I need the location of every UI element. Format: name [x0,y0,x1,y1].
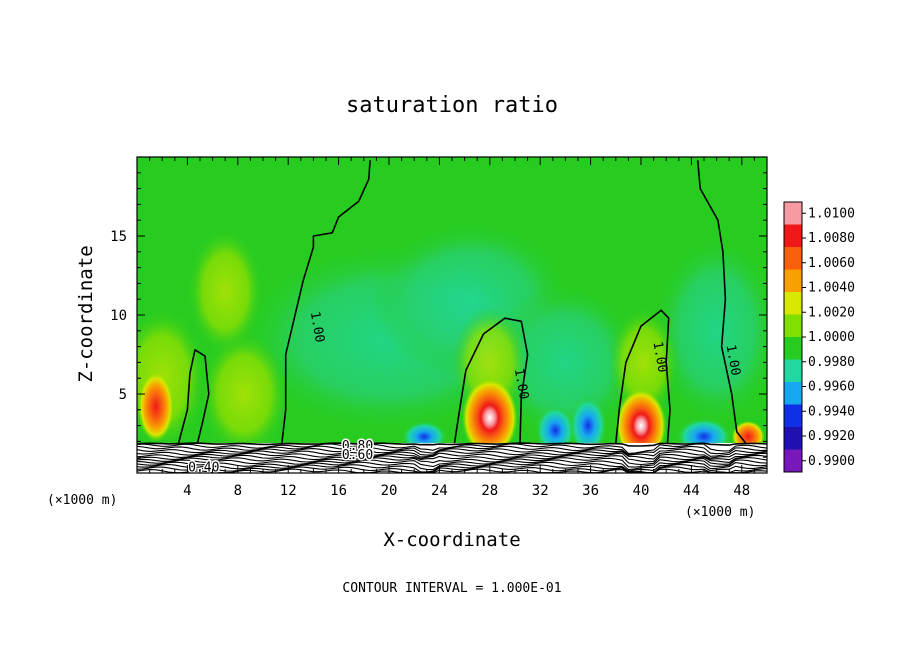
colorbar-level-label: 0.9960 [808,380,855,395]
colorbar-level-label: 1.0040 [808,281,855,296]
colorbar-level-label: 1.0080 [808,231,855,246]
x-tick-label: 20 [381,483,398,499]
colorbar-level-label: 1.0060 [808,256,855,271]
contour-label: 1.00 [511,367,531,400]
contour-label: 0.60 [342,448,373,463]
x-tick-label: 24 [431,483,448,499]
plot-area: 1.001.001.00 1.000.800.600.40 [137,157,767,473]
surface-contour-line [137,442,767,447]
surface-contour-line [137,445,767,456]
contour-label: 1.00 [723,343,743,376]
colorbar-swatch [784,224,802,247]
dry-cell [569,395,607,456]
contour-label: 1.00 [649,340,669,373]
x-unit-right: (×1000 m) [685,505,755,520]
x-tick-label: 8 [234,483,242,499]
x-unit-left: (×1000 m) [47,493,117,508]
contour-line-1-00 [281,160,371,444]
humidity-patch [200,330,289,458]
colorbar-level-label: 1.0020 [808,305,855,320]
humidity-patch [187,228,263,355]
surface-contour-line [137,452,767,463]
colorbar-swatch [784,269,802,292]
x-tick-label: 28 [481,483,498,499]
humidity-patch [653,236,767,426]
x-tick-label: 40 [633,483,650,499]
x-tick-label: 32 [532,483,549,499]
contour-label: 0.80 [342,439,373,454]
y-axis-ticks: 5 10 15 [110,156,767,474]
contour-lines [177,160,747,444]
contour-label: 1.00 [307,310,327,343]
x-tick-label: 36 [582,483,599,499]
colorbar-swatch [784,337,802,360]
colorbar-swatch [784,202,802,225]
chart-title: saturation ratio [346,93,558,118]
colorbar-swatch [784,292,802,315]
surface-contour-line [137,463,767,473]
surface-contour-line [137,450,767,460]
colorbar-swatch [784,247,802,270]
y-tick-label: 5 [119,387,127,403]
x-tick-label: 48 [733,483,750,499]
colorbar-swatch [784,427,802,450]
surface-layer [137,442,767,473]
colorbar-level-label: 1.0100 [808,206,855,221]
surface-contour-line [137,448,767,457]
surface-contour-line [137,457,767,468]
colorbar-level-label: 0.9940 [808,404,855,419]
moist-cell [462,378,518,458]
colorbar-level-label: 0.9980 [808,355,855,370]
x-tick-label: 12 [280,483,297,499]
colorbar-level-label: 1.0000 [808,330,855,345]
colorbar-level-label: 0.9920 [808,429,855,444]
humidity-patch [608,307,679,418]
colorbar: 1.0100 1.0080 1.0060 1.0040 1.0020 1.0000 0.99… [783,201,855,473]
colorbar-swatch [784,314,802,337]
x-tick-label: 4 [183,483,191,499]
x-axis-ticks: 4 8 12 16 20 24 28 32 36 40 44 48 [136,157,768,499]
surface-contour-line [137,459,767,471]
contour-line-1-00 [177,349,210,444]
colorbar-swatch [784,449,802,472]
x-axis-label: X-coordinate [383,529,520,551]
surface-contour-line [137,454,767,466]
field-patches [137,220,767,458]
y-tick-label: 10 [110,308,127,324]
x-tick-label: 16 [330,483,347,499]
colorbar-swatch [784,382,802,405]
y-tick-label: 15 [110,229,127,245]
x-tick-label: 44 [683,483,700,499]
humidity-patch [489,283,641,442]
moist-cell [138,371,174,442]
contour-labels: 1.001.001.00 1.000.800.600.40 [187,310,743,473]
contour-interval-note: CONTOUR INTERVAL = 1.000E-01 [342,581,561,596]
contour-line-1-00 [696,160,747,444]
colorbar-swatch [784,359,802,382]
y-axis-label: Z-coordinate [75,245,97,382]
contour-line-1-00 [453,317,529,444]
colorbar-swatch [784,404,802,427]
surface-contour-line [137,461,767,472]
colorbar-level-label: 0.9900 [808,454,855,469]
contour-line-1-00 [615,309,671,444]
